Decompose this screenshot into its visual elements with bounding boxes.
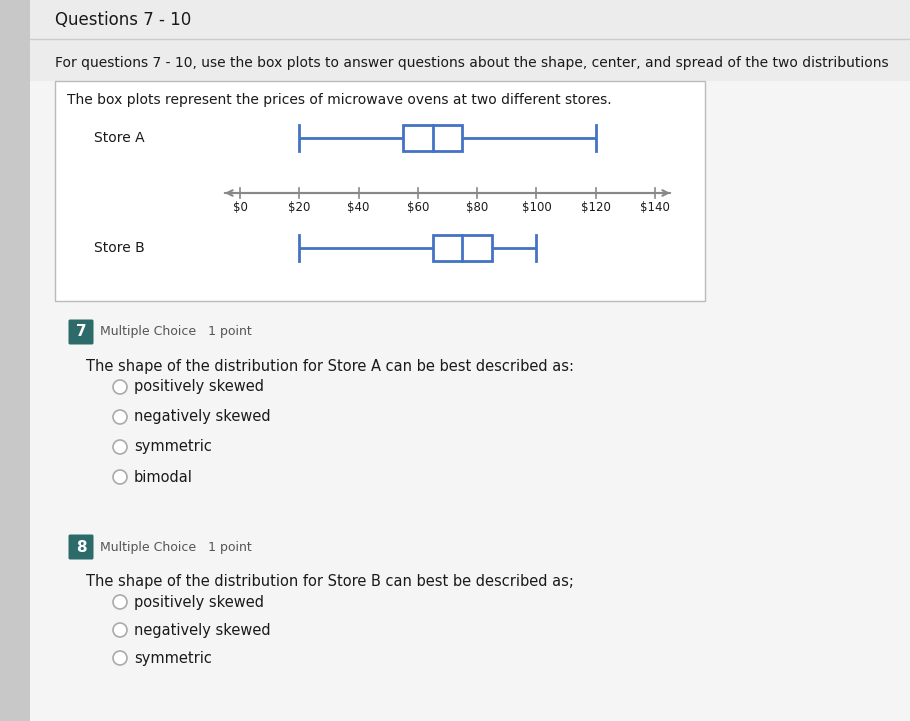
Text: symmetric: symmetric bbox=[134, 650, 212, 665]
Text: negatively skewed: negatively skewed bbox=[134, 410, 270, 425]
Text: bimodal: bimodal bbox=[134, 469, 193, 485]
Text: positively skewed: positively skewed bbox=[134, 595, 264, 609]
Text: $20: $20 bbox=[288, 201, 310, 214]
Text: symmetric: symmetric bbox=[134, 440, 212, 454]
Circle shape bbox=[113, 380, 127, 394]
Bar bbox=[0, 0, 30, 721]
Text: positively skewed: positively skewed bbox=[134, 379, 264, 394]
Text: Multiple Choice   1 point: Multiple Choice 1 point bbox=[100, 325, 252, 338]
Text: For questions 7 - 10, use the box plots to answer questions about the shape, cen: For questions 7 - 10, use the box plots … bbox=[55, 56, 889, 70]
Text: $80: $80 bbox=[466, 201, 489, 214]
FancyBboxPatch shape bbox=[68, 319, 94, 345]
Text: The box plots represent the prices of microwave ovens at two different stores.: The box plots represent the prices of mi… bbox=[67, 93, 612, 107]
Text: $0: $0 bbox=[233, 201, 248, 214]
Bar bbox=[432, 235, 492, 261]
Text: $140: $140 bbox=[640, 201, 670, 214]
Text: Questions 7 - 10: Questions 7 - 10 bbox=[55, 11, 191, 29]
Text: $120: $120 bbox=[581, 201, 611, 214]
Text: negatively skewed: negatively skewed bbox=[134, 622, 270, 637]
Text: 7: 7 bbox=[76, 324, 86, 340]
Circle shape bbox=[113, 623, 127, 637]
Circle shape bbox=[113, 595, 127, 609]
Text: The shape of the distribution for Store B can best be described as;: The shape of the distribution for Store … bbox=[86, 574, 574, 589]
Text: $60: $60 bbox=[407, 201, 429, 214]
Circle shape bbox=[113, 410, 127, 424]
FancyBboxPatch shape bbox=[68, 534, 94, 559]
Bar bbox=[403, 125, 462, 151]
Text: Store B: Store B bbox=[95, 241, 145, 255]
Text: $100: $100 bbox=[521, 201, 551, 214]
Text: $40: $40 bbox=[348, 201, 369, 214]
Text: Multiple Choice   1 point: Multiple Choice 1 point bbox=[100, 541, 252, 554]
Circle shape bbox=[113, 440, 127, 454]
FancyBboxPatch shape bbox=[55, 81, 705, 301]
Text: 8: 8 bbox=[76, 539, 86, 554]
Circle shape bbox=[113, 651, 127, 665]
Text: Store A: Store A bbox=[95, 131, 145, 145]
Text: The shape of the distribution for Store A can be best described as:: The shape of the distribution for Store … bbox=[86, 359, 574, 374]
Bar bbox=[30, 0, 910, 81]
Circle shape bbox=[113, 470, 127, 484]
